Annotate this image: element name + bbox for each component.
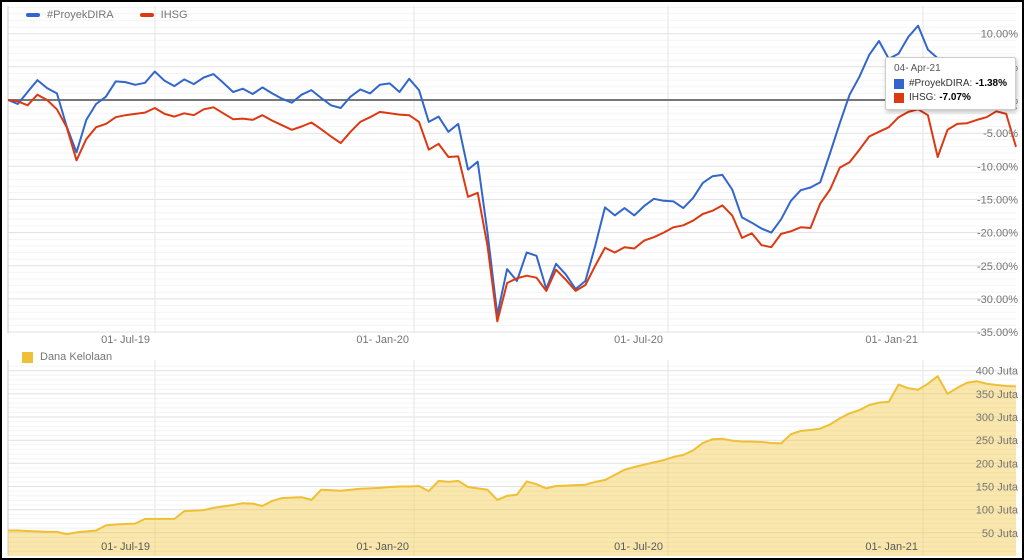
axis-label: 01- Jan-21 (865, 334, 918, 346)
axis-label: 01- Jul-20 (614, 334, 663, 346)
proyekdira-swatch-icon (26, 13, 40, 17)
tooltip-row-ihsg: IHSG: -7.07% (893, 92, 1007, 104)
ihsg-line[interactable] (7, 93, 1017, 323)
proyekdira-tooltip-swatch-icon (893, 79, 904, 89)
axis-label: -30.00% (977, 294, 1018, 306)
axis-label: 400 Juta (976, 366, 1019, 378)
axis-label: 50 Juta (982, 528, 1019, 540)
proyekdira-line[interactable] (7, 24, 1017, 316)
legend-label-dana-kelolaan: Dana Kelolaan (40, 351, 113, 363)
aum-legend: Dana Kelolaan (22, 351, 112, 363)
axis-label: 250 Juta (976, 435, 1019, 447)
axis-label: 01- Jan-21 (865, 541, 918, 553)
legend-item-dana-kelolaan[interactable]: Dana Kelolaan (22, 351, 112, 363)
tooltip-label-proyekdira: #ProyekDIRA: (908, 78, 973, 89)
axis-label: 01- Jul-19 (101, 334, 150, 346)
ihsg-swatch-icon (139, 13, 154, 17)
axis-label: 01- Jul-19 (101, 541, 150, 553)
legend-label-proyekdira: #ProyekDIRA (47, 9, 114, 21)
tooltip-label-ihsg: IHSG: (908, 92, 937, 103)
axis-label: -35.00% (977, 327, 1018, 339)
axis-label: -15.00% (977, 194, 1018, 206)
dana-kelolaan-swatch-icon (22, 351, 33, 363)
tooltip-date: 04- Apr-21 (893, 63, 941, 74)
legend-item-proyekdira[interactable]: #ProyekDIRA (26, 9, 114, 21)
dana-kelolaan-area[interactable] (8, 376, 1016, 556)
performance-chart[interactable]: 10.00%5.00%0.00%-5.00%-10.00%-15.00%-20.… (2, 2, 1022, 348)
axis-label: -10.00% (977, 161, 1018, 173)
tooltip-value-proyekdira: -1.38% (975, 78, 1007, 89)
axis-label: 10.00% (981, 29, 1019, 41)
axis-label: 350 Juta (976, 389, 1019, 401)
legend-item-ihsg[interactable]: IHSG (139, 9, 188, 21)
tooltip-value-ihsg: -7.07% (939, 92, 971, 103)
dana-kelolaan-line[interactable] (8, 375, 1017, 536)
axis-label: 01- Jul-20 (614, 541, 663, 553)
axis-label: 200 Juta (976, 458, 1019, 470)
axis-label: -20.00% (977, 228, 1018, 240)
ihsg-tooltip-swatch-icon (893, 93, 904, 103)
axis-label: 150 Juta (976, 482, 1019, 494)
performance-legend: #ProyekDIRA IHSG (26, 9, 188, 21)
axis-label: -25.00% (977, 261, 1018, 273)
aum-chart[interactable]: 400 Juta 350 Juta 300 Juta 250 Juta 200 Juta… (2, 348, 1022, 558)
axis-label: 300 Juta (976, 412, 1019, 424)
tooltip-row-proyekdira: #ProyekDIRA: -1.38% (893, 78, 1007, 90)
legend-label-ihsg: IHSG (160, 9, 188, 21)
axis-label: -5.00% (983, 128, 1018, 140)
chart-tooltip: 04- Apr-21 #ProyekDIRA: -1.38% IHSG: -7.… (884, 57, 1016, 110)
axis-label: 01- Jan-20 (356, 541, 409, 553)
axis-label: 01- Jan-20 (356, 334, 409, 346)
axis-label: 100 Juta (976, 505, 1019, 517)
